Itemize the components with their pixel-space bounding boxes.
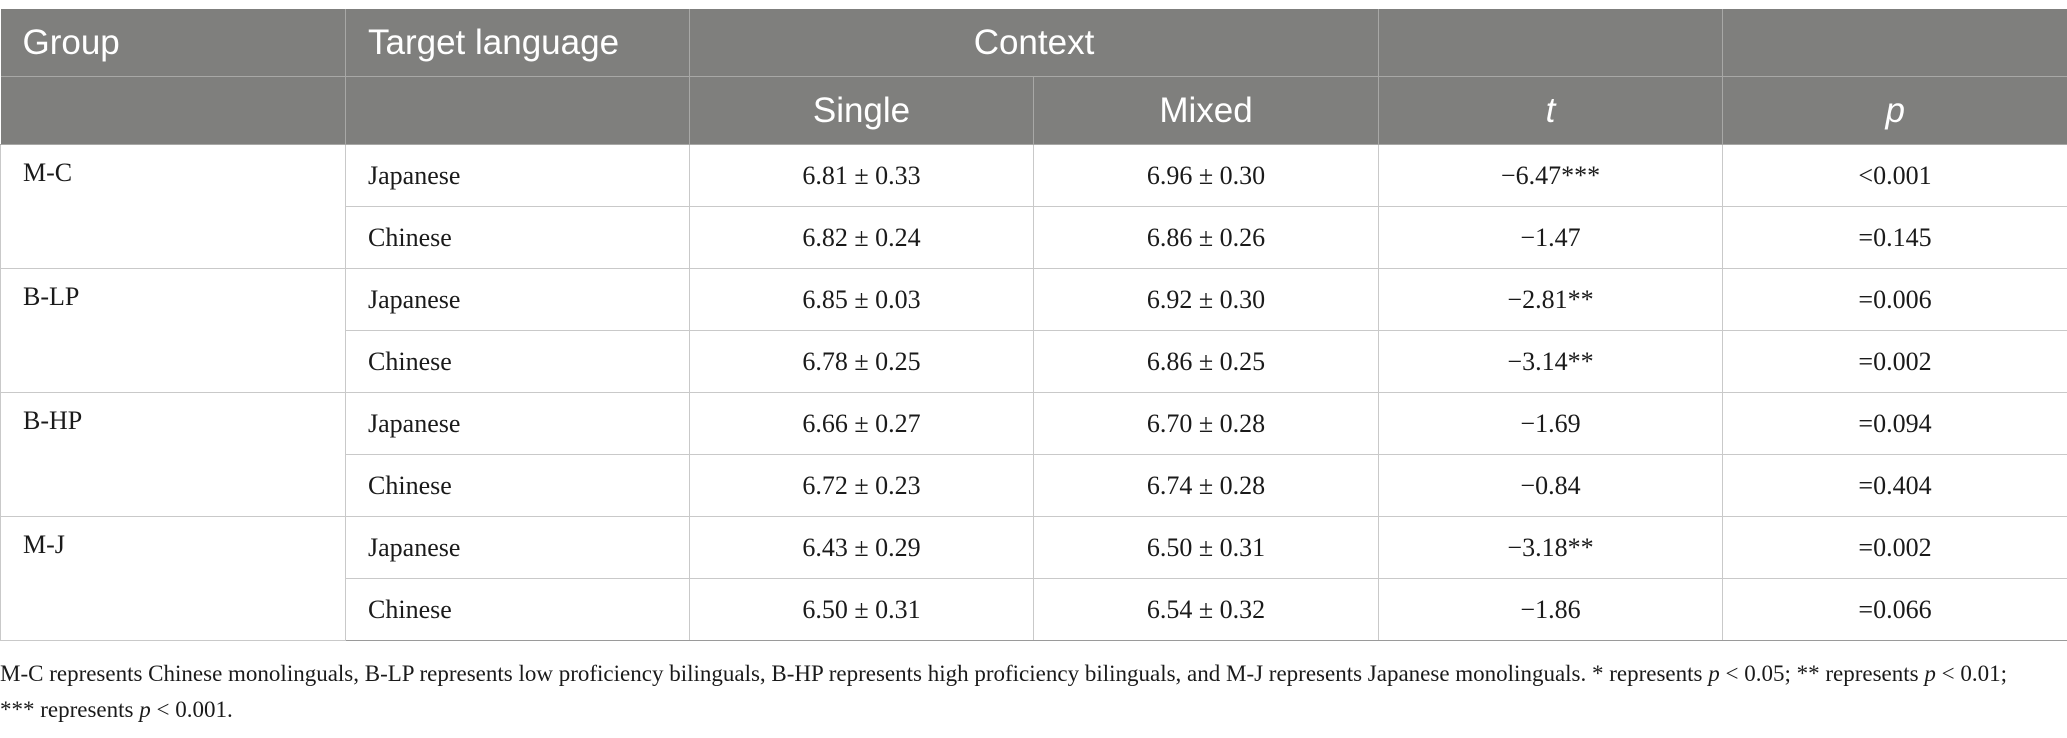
table-row: M-J Japanese 6.43 ± 0.29 6.50 ± 0.31 −3.… (0, 516, 2067, 641)
header-empty-3 (0, 76, 346, 145)
p-cell: <0.001 (1722, 144, 2067, 207)
footnote-text-3: < 0.01; *** represents (0, 661, 2007, 722)
results-table-container: Group Target language Context Single Mix… (0, 9, 2067, 641)
language-cell: Japanese (345, 144, 690, 207)
table-row: Chinese 6.72 ± 0.23 6.74 ± 0.28 −0.84 =0… (1, 454, 2067, 517)
header-empty-4 (345, 76, 690, 145)
header-p: p (1722, 76, 2067, 145)
table-footnote: M-C represents Chinese monolinguals, B-L… (0, 656, 2030, 728)
t-cell: −2.81** (1378, 268, 1723, 331)
footnote-text-1: M-C represents Chinese monolinguals, B-L… (0, 661, 1709, 686)
group-cell: M-C (0, 144, 346, 269)
header-target-language: Target language (345, 9, 690, 77)
header-empty-1 (1378, 9, 1723, 77)
mixed-cell: 6.74 ± 0.28 (1033, 454, 1379, 517)
p-cell: =0.006 (1722, 268, 2067, 331)
mixed-cell: 6.50 ± 0.31 (1033, 516, 1379, 579)
results-table: Group Target language Context Single Mix… (0, 9, 2067, 641)
p-cell: =0.404 (1722, 454, 2067, 517)
header-t: t (1378, 76, 1723, 145)
single-cell: 6.82 ± 0.24 (689, 206, 1034, 269)
footnote-p-symbol: p (1924, 661, 1936, 686)
single-cell: 6.81 ± 0.33 (689, 144, 1034, 207)
t-cell: −1.86 (1378, 578, 1723, 641)
header-row-1: Group Target language Context (0, 9, 2067, 77)
header-single: Single (689, 76, 1034, 145)
table-row: B-LP Japanese 6.85 ± 0.03 6.92 ± 0.30 −2… (0, 268, 2067, 393)
mixed-cell: 6.92 ± 0.30 (1033, 268, 1379, 331)
footnote-p-symbol: p (1708, 661, 1720, 686)
single-cell: 6.66 ± 0.27 (689, 392, 1034, 455)
group-cell: B-HP (0, 392, 346, 517)
t-cell: −3.14** (1378, 330, 1723, 393)
t-cell: −1.69 (1378, 392, 1723, 455)
table-row: Chinese 6.78 ± 0.25 6.86 ± 0.25 −3.14** … (1, 330, 2067, 393)
t-cell: −3.18** (1378, 516, 1723, 579)
mixed-cell: 6.86 ± 0.26 (1033, 206, 1379, 269)
p-cell: =0.094 (1722, 392, 2067, 455)
footnote-p-symbol: p (139, 697, 151, 722)
table-row: B-HP Japanese 6.66 ± 0.27 6.70 ± 0.28 −1… (0, 392, 2067, 517)
language-cell: Chinese (345, 206, 690, 269)
language-cell: Chinese (345, 454, 690, 517)
t-cell: −0.84 (1378, 454, 1723, 517)
table-row: M-C Japanese 6.81 ± 0.33 6.96 ± 0.30 −6.… (0, 144, 2067, 269)
single-cell: 6.85 ± 0.03 (689, 268, 1034, 331)
header-empty-2 (1722, 9, 2067, 77)
language-cell: Japanese (345, 516, 690, 579)
mixed-cell: 6.96 ± 0.30 (1033, 144, 1379, 207)
header-context: Context (689, 9, 1379, 77)
header-group: Group (0, 9, 346, 77)
t-cell: −6.47*** (1378, 144, 1723, 207)
language-cell: Japanese (345, 268, 690, 331)
p-cell: =0.066 (1722, 578, 2067, 641)
footnote-text-4: < 0.001. (150, 697, 233, 722)
p-cell: =0.002 (1722, 330, 2067, 393)
header-mixed: Mixed (1033, 76, 1379, 145)
single-cell: 6.78 ± 0.25 (689, 330, 1034, 393)
mixed-cell: 6.54 ± 0.32 (1033, 578, 1379, 641)
t-cell: −1.47 (1378, 206, 1723, 269)
group-cell: B-LP (0, 268, 346, 393)
language-cell: Chinese (345, 578, 690, 641)
table-row: Chinese 6.50 ± 0.31 6.54 ± 0.32 −1.86 =0… (1, 578, 2067, 641)
header-row-2: Single Mixed t p (0, 76, 2067, 145)
single-cell: 6.72 ± 0.23 (689, 454, 1034, 517)
mixed-cell: 6.70 ± 0.28 (1033, 392, 1379, 455)
mixed-cell: 6.86 ± 0.25 (1033, 330, 1379, 393)
group-cell: M-J (0, 516, 346, 641)
language-cell: Japanese (345, 392, 690, 455)
footnote-text-2: < 0.05; ** represents (1719, 661, 1925, 686)
p-cell: =0.002 (1722, 516, 2067, 579)
language-cell: Chinese (345, 330, 690, 393)
single-cell: 6.50 ± 0.31 (689, 578, 1034, 641)
p-cell: =0.145 (1722, 206, 2067, 269)
single-cell: 6.43 ± 0.29 (689, 516, 1034, 579)
